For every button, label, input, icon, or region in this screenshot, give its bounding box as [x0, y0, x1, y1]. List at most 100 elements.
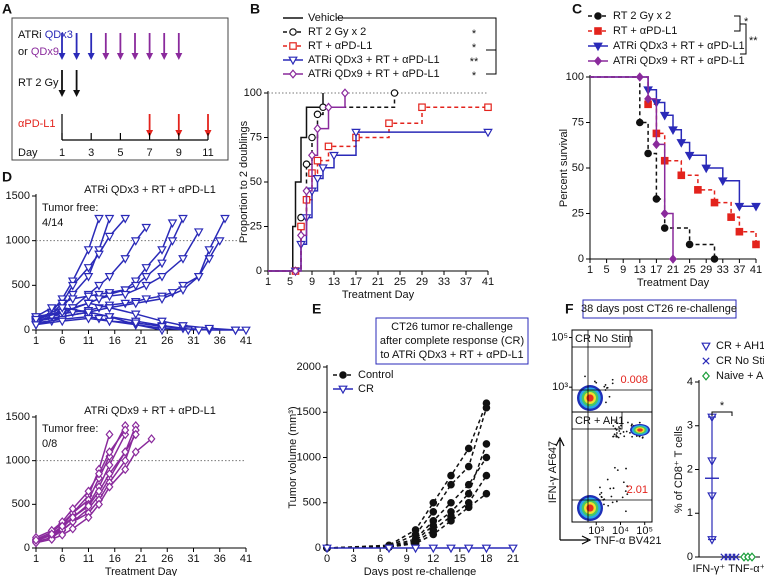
title-box	[375, 317, 529, 365]
significance: *	[472, 42, 477, 54]
marker	[104, 232, 115, 242]
legend-marker	[338, 385, 348, 395]
x-tick-label: 10⁴	[612, 525, 629, 537]
marker	[121, 447, 130, 457]
marker	[751, 202, 761, 212]
x-tick-label: 17	[650, 264, 662, 276]
event	[595, 381, 598, 384]
marker	[652, 195, 661, 203]
x-tick-label: 6	[59, 553, 65, 565]
event	[611, 501, 614, 504]
x-axis-title: Days post re-challenge	[364, 566, 477, 576]
marker	[464, 489, 473, 498]
subtitle: to ATRi QDx3 + RT + αPD-L1	[380, 349, 523, 361]
arrow-head	[58, 53, 66, 60]
marker	[67, 290, 78, 300]
x-tick-label: 26	[161, 553, 173, 565]
legend-label: CR + AH1	[716, 340, 764, 352]
bracket	[336, 17, 497, 50]
marker	[318, 164, 328, 173]
marker	[141, 295, 152, 304]
arrow-head	[146, 53, 154, 60]
marker	[157, 259, 167, 269]
marker	[131, 447, 140, 457]
row-label: or QDx9	[18, 46, 59, 58]
data-line	[35, 434, 137, 541]
y-tick-label: 50	[572, 162, 584, 174]
event	[603, 385, 606, 388]
marker	[482, 403, 491, 412]
panel-letter: B	[250, 1, 260, 17]
x-tick-label: 33	[438, 276, 450, 288]
y-tick-label: 0	[578, 253, 584, 265]
marker	[130, 299, 141, 309]
marker	[644, 94, 653, 104]
marker	[241, 326, 251, 336]
marker	[297, 230, 305, 241]
marker	[83, 264, 94, 273]
y-axis-title: Percent survival	[558, 129, 570, 207]
y-tick-label: 75	[572, 116, 584, 128]
marker	[157, 246, 167, 255]
y-tick-label: 1000	[6, 235, 30, 247]
marker	[701, 164, 712, 174]
event	[626, 485, 629, 488]
row-label-text: or	[18, 46, 28, 58]
marker	[67, 295, 78, 304]
event	[624, 490, 627, 493]
event	[605, 401, 607, 404]
y-tick-label: 500	[12, 279, 30, 291]
event	[625, 430, 628, 433]
y-tick-label: 50	[250, 176, 262, 188]
row-label: RT 2 Gy	[18, 77, 59, 89]
marker	[410, 544, 421, 554]
x-axis-title: Day	[18, 147, 38, 159]
marker	[94, 281, 104, 291]
marker	[84, 486, 93, 496]
marker	[652, 139, 661, 150]
data-line	[590, 76, 716, 259]
marker	[141, 273, 152, 282]
bracket	[734, 15, 741, 32]
marker	[141, 223, 152, 233]
event	[631, 435, 634, 438]
legend-marker	[594, 12, 602, 20]
marker	[120, 290, 131, 300]
marker	[418, 103, 426, 112]
panel-letter: A	[2, 1, 12, 17]
marker	[83, 246, 94, 255]
data-line	[326, 443, 488, 549]
x-tick-label: 33	[717, 264, 729, 276]
gate-percent: 0.008	[620, 374, 648, 386]
arrow-head	[58, 90, 66, 97]
marker	[178, 281, 188, 291]
marker	[302, 160, 311, 169]
sample-label: CR No Stim	[575, 333, 633, 345]
marker	[677, 171, 686, 180]
row-drug: QDx3	[45, 29, 73, 41]
x-tick-label: 9	[309, 276, 315, 288]
x-tick-label: 15	[454, 553, 466, 565]
x-tick-label: 1	[59, 147, 65, 159]
marker	[659, 111, 670, 121]
marker	[141, 264, 152, 273]
marker	[121, 455, 130, 466]
marker	[220, 214, 230, 224]
row-label-text: αPD-L1	[18, 118, 56, 130]
marker	[105, 447, 114, 457]
marker	[727, 213, 735, 221]
arrow-head	[175, 53, 183, 60]
marker	[308, 133, 316, 142]
legend-marker	[289, 42, 297, 50]
y-tick-label: 1500	[297, 406, 321, 418]
marker	[120, 214, 131, 224]
event	[616, 469, 619, 472]
panel-letter: C	[572, 1, 582, 17]
event	[623, 435, 626, 438]
data-line	[268, 93, 324, 272]
marker	[46, 304, 57, 313]
event	[618, 430, 621, 432]
marker	[83, 314, 94, 324]
event	[612, 435, 615, 438]
x-tick-label: IFN-γ⁺ TNF-α⁺	[693, 563, 764, 575]
